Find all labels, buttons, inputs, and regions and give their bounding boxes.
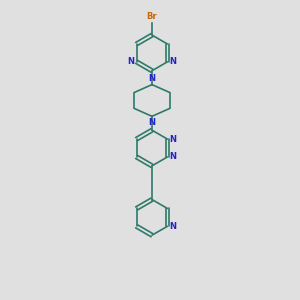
Text: N: N (128, 57, 135, 66)
Text: N: N (148, 118, 155, 127)
Text: N: N (169, 135, 176, 144)
Text: N: N (169, 57, 176, 66)
Text: N: N (169, 152, 176, 161)
Text: N: N (169, 222, 176, 231)
Text: Br: Br (147, 12, 157, 21)
Text: N: N (148, 74, 155, 83)
